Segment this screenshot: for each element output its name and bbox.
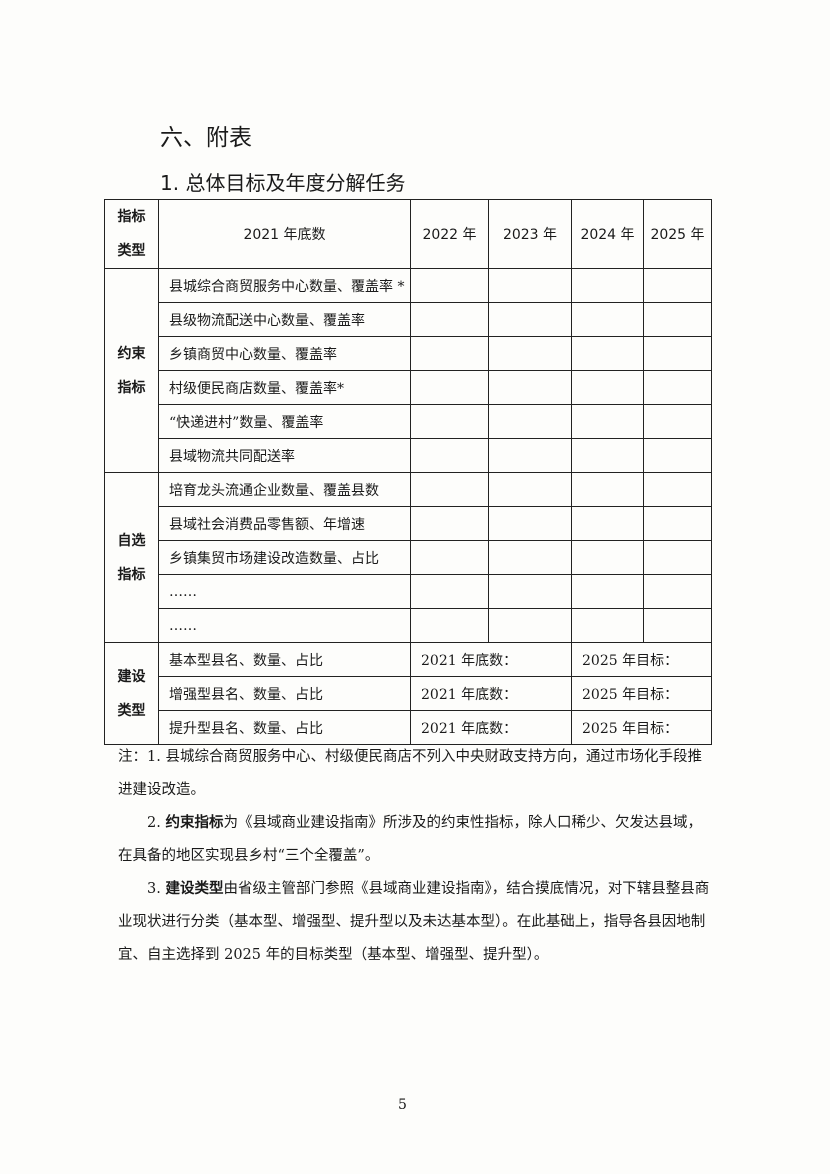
empty-year-cell xyxy=(488,472,572,507)
empty-year-cell xyxy=(488,404,572,439)
empty-year-cell xyxy=(643,540,712,575)
empty-year-cell xyxy=(488,370,572,405)
empty-year-cell xyxy=(571,268,644,303)
empty-year-cell xyxy=(488,336,572,371)
indicator-cell: 村级便民商店数量、覆盖率* xyxy=(158,370,411,405)
empty-year-cell xyxy=(643,268,712,303)
header-2025: 2025 年 xyxy=(643,199,712,269)
base-count-cell: 2021 年底数： xyxy=(410,676,572,711)
empty-year-cell xyxy=(488,302,572,337)
note-3: 3. 建设类型由省级主管部门参照《县域商业建设指南》，结合摸底情况，对下辖县整县… xyxy=(118,881,710,963)
empty-year-cell xyxy=(571,370,644,405)
empty-year-cell xyxy=(410,370,489,405)
header-category: 指标 类型 xyxy=(104,199,159,269)
table-row: …… xyxy=(105,574,712,609)
indicator-cell: 县域社会消费品零售额、年增速 xyxy=(158,506,411,541)
empty-year-cell xyxy=(410,438,489,473)
table-title: 1. 总体目标及年度分解任务 xyxy=(160,171,406,195)
empty-year-cell xyxy=(643,438,712,473)
empty-year-cell xyxy=(488,268,572,303)
header-2022: 2022 年 xyxy=(410,199,489,269)
empty-year-cell xyxy=(643,472,712,507)
table-row: 乡镇商贸中心数量、覆盖率 xyxy=(105,336,712,371)
indicator-cell: 培育龙头流通企业数量、覆盖县数 xyxy=(158,472,411,507)
empty-year-cell xyxy=(571,608,644,643)
category-cell: 自选 指标 xyxy=(104,472,159,643)
empty-year-cell xyxy=(410,506,489,541)
note-2: 2. 约束指标为《县域商业建设指南》所涉及的约束性指标，除人口稀少、欠发达县域，… xyxy=(118,815,702,864)
notes: 注：1. 县城综合商贸服务中心、村级便民商店不列入中央财政支持方向，通过市场化手… xyxy=(118,741,714,972)
indicator-cell: 提升型县名、数量、占比 xyxy=(158,710,411,745)
empty-year-cell xyxy=(410,336,489,371)
empty-year-cell xyxy=(410,404,489,439)
indicator-cell: 县城综合商贸服务中心数量、覆盖率 * xyxy=(158,268,411,303)
empty-year-cell xyxy=(571,506,644,541)
empty-year-cell xyxy=(571,302,644,337)
empty-year-cell xyxy=(488,438,572,473)
table-row: 乡镇集贸市场建设改造数量、占比 xyxy=(105,540,712,575)
table-row: 建设 类型 基本型县名、数量、占比 2021 年底数： 2025 年目标： xyxy=(104,642,712,745)
targets-table: 指标 类型 2021 年底数 2022 年 2023 年 2024 年 2025 … xyxy=(104,199,712,745)
empty-year-cell xyxy=(571,438,644,473)
table-row: 县级物流配送中心数量、覆盖率 xyxy=(105,302,712,337)
table-row: 自选 指标 培育龙头流通企业数量、覆盖县数 xyxy=(104,472,712,643)
empty-year-cell xyxy=(488,574,572,609)
target-cell: 2025 年目标： xyxy=(571,676,712,711)
indicator-cell: 乡镇商贸中心数量、覆盖率 xyxy=(158,336,411,371)
header-2024: 2024 年 xyxy=(571,199,644,269)
table-header-row: 指标 类型 2021 年底数 2022 年 2023 年 2024 年 2025 … xyxy=(104,199,712,269)
empty-year-cell xyxy=(410,574,489,609)
empty-year-cell xyxy=(410,268,489,303)
header-2023: 2023 年 xyxy=(488,199,572,269)
empty-year-cell xyxy=(571,540,644,575)
empty-year-cell xyxy=(571,472,644,507)
header-base: 2021 年底数 xyxy=(158,199,411,269)
indicator-cell: 基本型县名、数量、占比 xyxy=(158,642,411,677)
table-row: 增强型县名、数量、占比 2021 年底数： 2025 年目标： xyxy=(105,676,712,711)
empty-year-cell xyxy=(643,608,712,643)
empty-year-cell xyxy=(643,574,712,609)
table-row: 村级便民商店数量、覆盖率* xyxy=(105,370,712,405)
note-1: 注：1. 县城综合商贸服务中心、村级便民商店不列入中央财政支持方向，通过市场化手… xyxy=(118,749,702,798)
table-row: 县域社会消费品零售额、年增速 xyxy=(105,506,712,541)
table-row: “快递进村”数量、覆盖率 xyxy=(105,404,712,439)
empty-year-cell xyxy=(571,336,644,371)
indicator-cell: 县级物流配送中心数量、覆盖率 xyxy=(158,302,411,337)
empty-year-cell xyxy=(643,336,712,371)
table-row: …… xyxy=(105,608,712,643)
category-cell: 约束 指标 xyxy=(104,268,159,473)
empty-year-cell xyxy=(410,472,489,507)
empty-year-cell xyxy=(488,540,572,575)
indicator-cell: 县域物流共同配送率 xyxy=(158,438,411,473)
page-number: 5 xyxy=(398,1097,407,1113)
empty-year-cell xyxy=(643,302,712,337)
target-cell: 2025 年目标： xyxy=(571,710,712,745)
empty-year-cell xyxy=(571,574,644,609)
table-row: 县域物流共同配送率 xyxy=(105,438,712,473)
empty-year-cell xyxy=(643,404,712,439)
empty-year-cell xyxy=(488,608,572,643)
empty-year-cell xyxy=(643,370,712,405)
empty-year-cell xyxy=(571,404,644,439)
indicator-cell: …… xyxy=(158,608,411,643)
section-heading: 六、附表 xyxy=(160,125,252,151)
empty-year-cell xyxy=(410,608,489,643)
empty-year-cell xyxy=(643,506,712,541)
target-cell: 2025 年目标： xyxy=(571,642,712,677)
indicator-cell: …… xyxy=(158,574,411,609)
indicator-cell: 增强型县名、数量、占比 xyxy=(158,676,411,711)
empty-year-cell xyxy=(410,302,489,337)
base-count-cell: 2021 年底数： xyxy=(410,642,572,677)
table-row: 提升型县名、数量、占比 2021 年底数： 2025 年目标： xyxy=(105,710,712,745)
empty-year-cell xyxy=(410,540,489,575)
indicator-cell: 乡镇集贸市场建设改造数量、占比 xyxy=(158,540,411,575)
empty-year-cell xyxy=(488,506,572,541)
category-cell: 建设 类型 xyxy=(104,642,159,745)
indicator-cell: “快递进村”数量、覆盖率 xyxy=(158,404,411,439)
table-row: 约束 指标 县城综合商贸服务中心数量、覆盖率 * xyxy=(104,268,712,473)
base-count-cell: 2021 年底数： xyxy=(410,710,572,745)
